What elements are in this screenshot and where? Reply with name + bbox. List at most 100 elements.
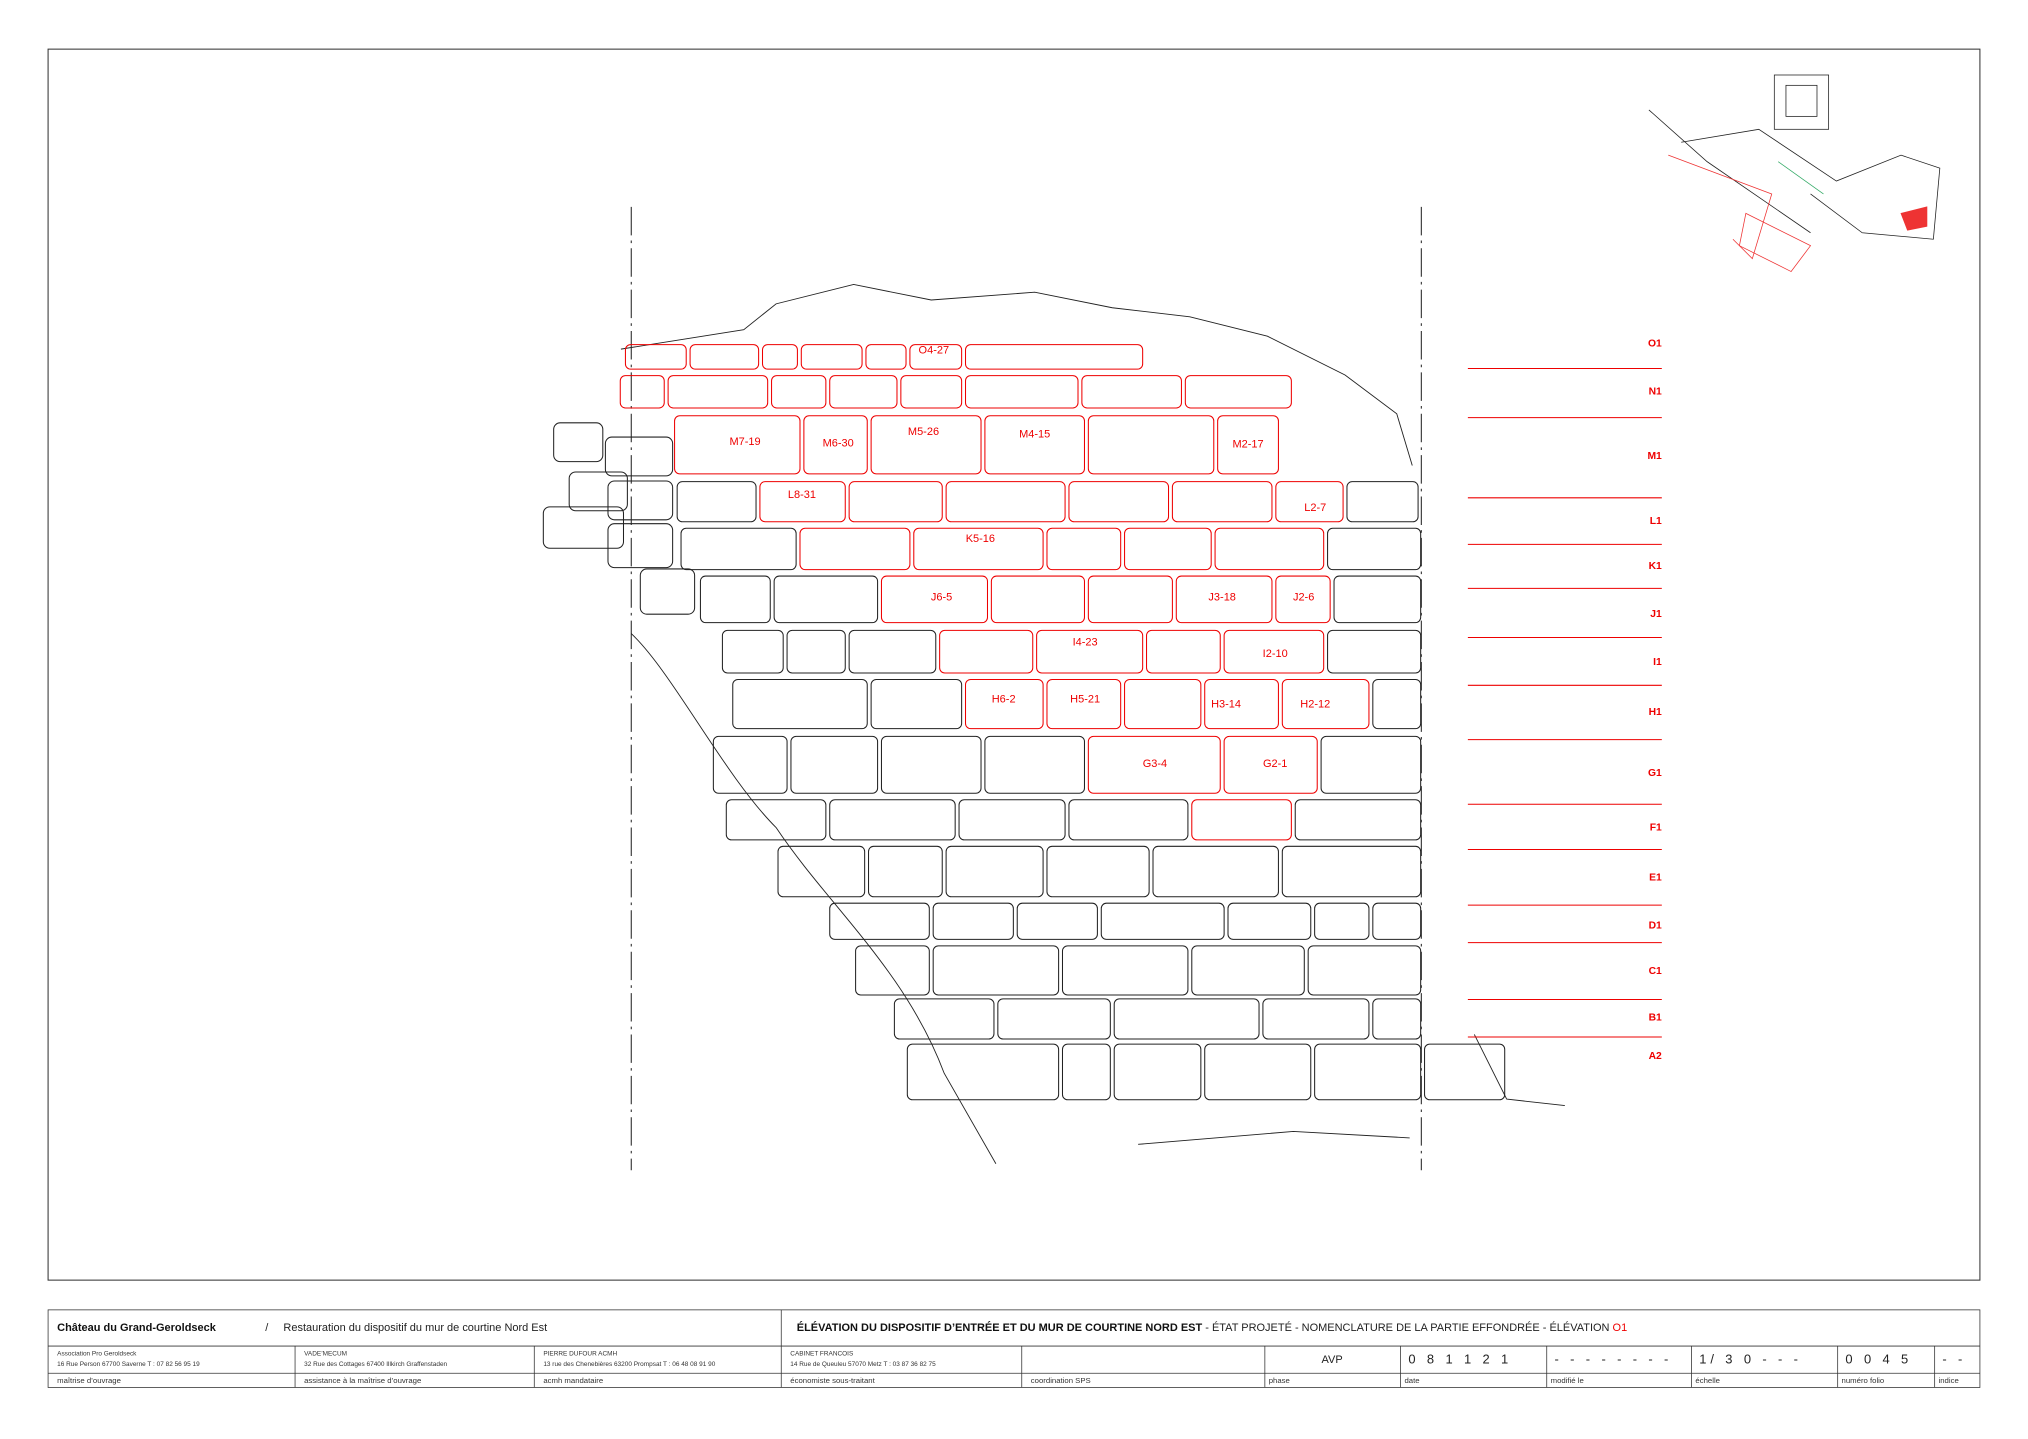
stone	[1191, 945, 1305, 996]
stone	[721, 629, 784, 674]
stone	[984, 415, 1085, 475]
stone	[913, 527, 1044, 571]
site-plan	[1648, 74, 1941, 273]
stone	[1372, 998, 1422, 1040]
party-name: CABINET FRANCOIS	[790, 1351, 854, 1358]
stone-label: M5-26	[908, 426, 939, 438]
stone-label: H6-2	[992, 693, 1016, 705]
stone-label: M6-30	[823, 437, 854, 449]
stone	[790, 735, 879, 794]
stone	[1372, 678, 1422, 730]
frame	[47, 48, 1981, 1281]
stone	[1081, 375, 1182, 409]
stone	[786, 629, 846, 674]
stone	[1262, 998, 1370, 1040]
stone	[958, 799, 1066, 841]
stone-label: G2-1	[1263, 758, 1287, 770]
stone	[1068, 481, 1170, 523]
stone-label: J3-18	[1208, 591, 1235, 603]
stone	[990, 575, 1085, 624]
stone	[1424, 1043, 1506, 1101]
course-label: G1	[1648, 768, 1662, 779]
stone	[1275, 481, 1344, 523]
stone-label: K5-16	[966, 533, 995, 545]
stone	[619, 375, 665, 409]
stone-label: H5-21	[1070, 693, 1100, 705]
stone	[1046, 527, 1122, 571]
stone	[1016, 902, 1098, 940]
stone-label: M4-15	[1019, 428, 1050, 440]
course-label: C1	[1649, 966, 1662, 977]
stone	[667, 375, 769, 409]
stone	[1314, 902, 1370, 940]
stone	[829, 799, 956, 841]
stone	[909, 344, 963, 370]
stone	[1171, 481, 1273, 523]
field-label: date	[1405, 1376, 1420, 1385]
course-label: O1	[1648, 339, 1662, 350]
course-label: A2	[1649, 1051, 1662, 1062]
ground-line	[630, 633, 1565, 1164]
stone	[932, 902, 1014, 940]
stone	[1087, 735, 1221, 794]
stone	[699, 575, 771, 624]
stone-label: J6-5	[931, 591, 952, 603]
stone	[725, 799, 827, 841]
stone-label: G3-4	[1143, 758, 1167, 770]
course-label: N1	[1649, 387, 1662, 398]
field-value: 1/ 3 0 - - -	[1699, 1352, 1802, 1367]
stone	[939, 629, 1034, 674]
stone	[906, 1043, 1060, 1101]
stone	[997, 998, 1111, 1040]
stone	[945, 481, 1066, 523]
stone	[1046, 845, 1150, 898]
stone	[1100, 902, 1225, 940]
stone	[759, 481, 846, 523]
party-name: PIERRE DUFOUR ACMH	[543, 1351, 617, 1358]
stone	[1294, 799, 1422, 841]
stone	[932, 945, 1060, 996]
stone	[674, 415, 801, 475]
stone	[1046, 678, 1122, 730]
stone	[676, 481, 757, 523]
stone	[800, 344, 863, 370]
stone	[604, 436, 674, 477]
stone	[1146, 629, 1221, 674]
stone	[1372, 902, 1422, 940]
coordination: coordination SPS	[1031, 1376, 1091, 1385]
stone	[1087, 415, 1215, 475]
title-sub: - ÉTAT PROJETÉ - NOMENCLATURE DE LA PART…	[1202, 1321, 1612, 1334]
stone	[1275, 575, 1331, 624]
stone	[1087, 575, 1173, 624]
course-label: E1	[1649, 873, 1662, 884]
separator: /	[265, 1322, 269, 1334]
stone-label: M7-19	[729, 436, 760, 448]
stone-label: J2-6	[1293, 591, 1314, 603]
stone	[1327, 629, 1422, 674]
course-label: M1	[1647, 451, 1662, 462]
stone	[880, 735, 982, 794]
course-label: K1	[1649, 561, 1662, 572]
party-role: économiste sous-traitant	[790, 1376, 875, 1385]
stone-label: L2-7	[1304, 502, 1326, 514]
field-label: indice	[1939, 1376, 1959, 1385]
stone	[1204, 1043, 1312, 1101]
stone	[607, 480, 674, 521]
field-value: AVP	[1322, 1354, 1343, 1366]
stone	[829, 902, 930, 940]
stone	[1281, 678, 1370, 730]
stone	[1223, 735, 1318, 794]
field-label: numéro folio	[1842, 1376, 1885, 1385]
drawing-title: ÉLÉVATION DU DISPOSITIF D’ENTRÉE ET DU M…	[797, 1321, 1627, 1334]
stone-label: I4-23	[1073, 637, 1098, 649]
stone	[829, 375, 898, 409]
stone	[680, 527, 797, 571]
stone	[777, 845, 866, 898]
stone	[1113, 1043, 1202, 1101]
stone	[848, 629, 937, 674]
party-role: assistance à la maîtrise d’ouvrage	[304, 1376, 421, 1385]
stone	[799, 527, 911, 571]
field-value: 0 8 1 1 2 1	[1408, 1352, 1512, 1367]
party-address: 13 rue des Chenebières 63200 Prompsat T …	[543, 1361, 715, 1368]
field-value: - - - - - - - -	[1554, 1352, 1672, 1367]
